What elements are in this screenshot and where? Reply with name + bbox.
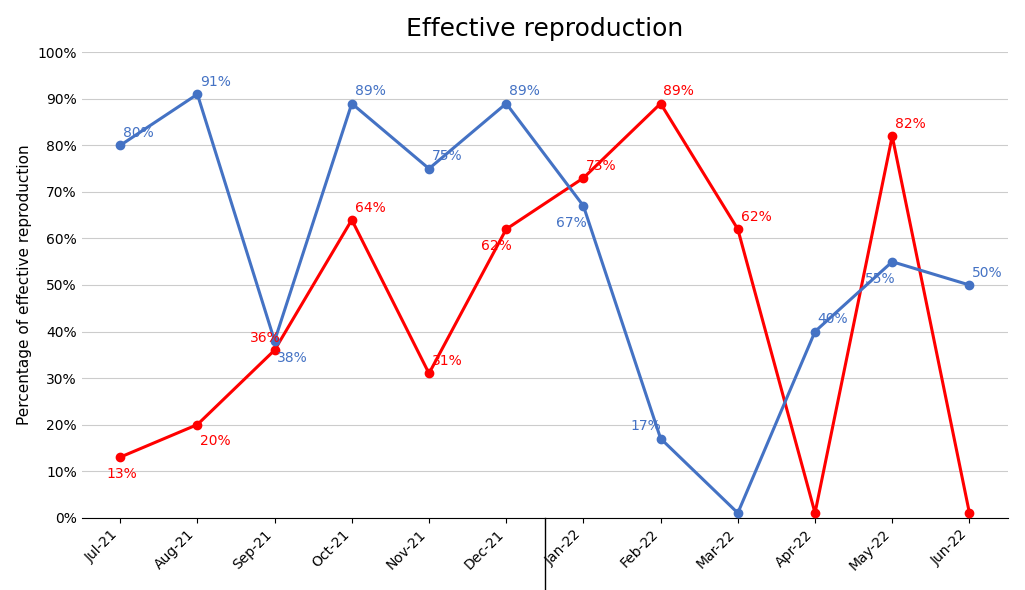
male xyxy=(114,142,126,149)
Y-axis label: Percentage of effective reproduction: Percentage of effective reproduction xyxy=(16,145,32,425)
male xyxy=(423,165,436,172)
Text: 91%: 91% xyxy=(200,75,231,89)
female xyxy=(886,133,898,140)
Text: 89%: 89% xyxy=(355,84,385,98)
Line: female: female xyxy=(116,99,974,517)
Text: 64%: 64% xyxy=(355,201,385,215)
male xyxy=(577,202,589,209)
male xyxy=(345,100,358,107)
female xyxy=(114,454,126,461)
female xyxy=(654,100,666,107)
Line: male: male xyxy=(116,90,974,517)
female xyxy=(500,225,512,232)
Text: 50%: 50% xyxy=(972,266,1002,280)
Text: 82%: 82% xyxy=(895,117,926,131)
male xyxy=(886,258,898,266)
female xyxy=(269,346,281,353)
female xyxy=(345,217,358,224)
Text: 73%: 73% xyxy=(586,159,617,173)
male xyxy=(269,337,281,345)
Text: 31%: 31% xyxy=(432,354,462,368)
Text: 67%: 67% xyxy=(556,216,586,230)
Text: 55%: 55% xyxy=(864,271,895,286)
Text: 38%: 38% xyxy=(278,350,309,365)
Text: 89%: 89% xyxy=(663,84,694,98)
male xyxy=(732,509,744,516)
male xyxy=(809,328,821,335)
female xyxy=(423,370,436,377)
male xyxy=(964,281,976,289)
Text: 75%: 75% xyxy=(432,149,462,163)
male xyxy=(500,100,512,107)
Text: 62%: 62% xyxy=(481,239,511,253)
male xyxy=(654,435,666,442)
Text: 40%: 40% xyxy=(818,312,849,326)
female xyxy=(577,175,589,182)
Text: 20%: 20% xyxy=(200,434,231,448)
female xyxy=(732,225,744,232)
Text: 80%: 80% xyxy=(123,126,154,140)
Title: Effective reproduction: Effective reproduction xyxy=(406,17,684,41)
female xyxy=(809,509,821,516)
Text: 13%: 13% xyxy=(107,467,137,481)
female xyxy=(964,509,976,516)
Text: 62%: 62% xyxy=(741,210,772,224)
Text: 36%: 36% xyxy=(250,331,281,345)
female xyxy=(192,421,204,428)
Text: 17%: 17% xyxy=(630,419,661,433)
male xyxy=(192,91,204,98)
Text: 89%: 89% xyxy=(509,84,540,98)
